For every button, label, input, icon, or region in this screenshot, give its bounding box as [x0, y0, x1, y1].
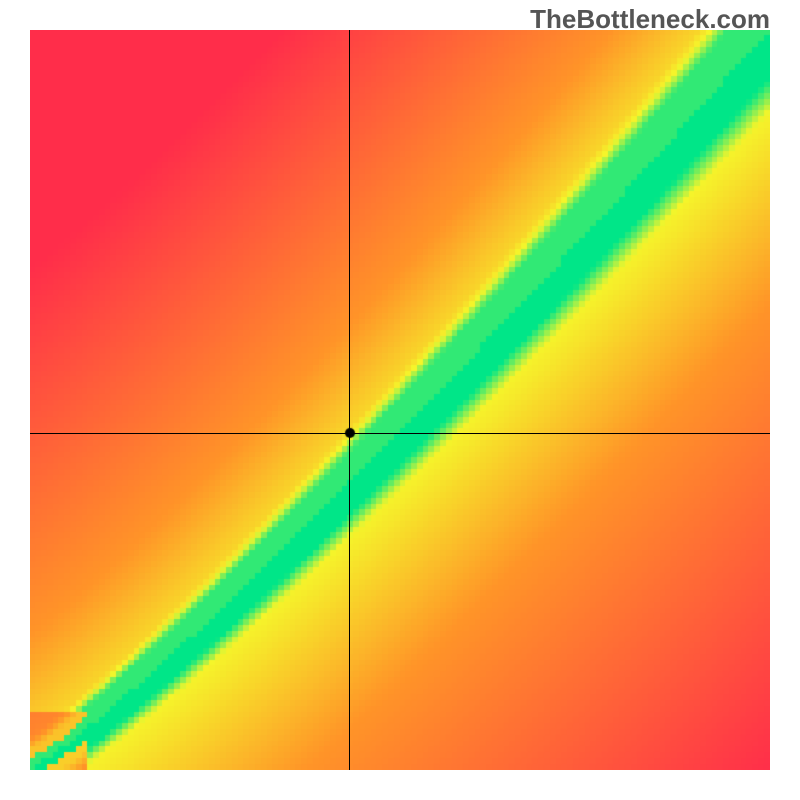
crosshair-horizontal: [30, 433, 770, 434]
chart-container: TheBottleneck.com: [0, 0, 800, 800]
heatmap-canvas: [30, 30, 770, 770]
crosshair-marker: [344, 427, 356, 439]
crosshair-vertical: [349, 30, 350, 770]
watermark-text: TheBottleneck.com: [530, 4, 770, 35]
